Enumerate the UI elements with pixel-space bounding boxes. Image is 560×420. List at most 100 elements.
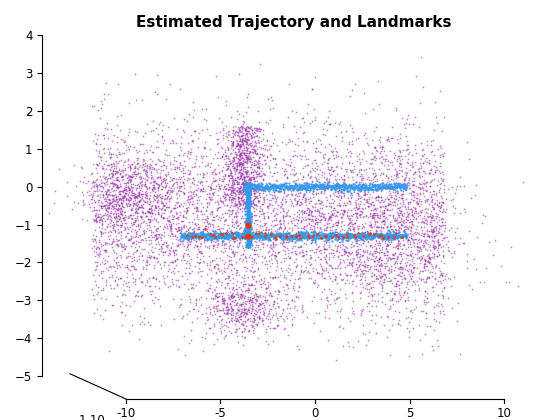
Point [316,198,325,205]
Point [235,162,244,168]
Point [337,236,346,242]
Point [206,230,215,237]
Point [387,185,396,192]
Point [201,207,210,214]
Point [122,263,131,270]
Point [318,234,327,241]
Point [363,141,372,148]
Point [230,186,239,193]
Point [291,182,300,189]
Point [378,210,387,217]
Point [209,235,218,242]
Point [243,317,252,323]
Point [240,271,249,278]
Point [379,207,388,213]
Point [249,174,258,181]
Point [144,216,153,223]
Point [157,246,166,252]
Point [234,294,242,301]
Point [195,243,204,249]
Point [216,185,225,192]
Point [235,318,244,325]
Point [322,233,331,240]
Point [319,230,328,237]
Point [407,248,416,255]
Point [235,188,244,195]
Point [168,176,177,183]
Point [108,167,117,174]
Point [362,195,371,202]
Point [276,224,285,231]
Point [244,201,253,207]
Point [287,187,296,194]
Point [130,218,139,225]
Point [423,227,432,234]
Point [371,182,380,189]
Point [232,268,241,275]
Point [112,157,121,164]
Point [222,241,231,248]
Point [106,264,115,270]
Point [242,224,251,231]
Point [116,275,125,282]
Point [145,209,154,216]
Point [172,261,181,268]
Point [306,231,315,238]
Point [402,290,411,297]
Point [226,234,235,241]
Point [202,271,211,278]
Point [258,152,267,159]
Point [175,230,184,236]
Point [245,207,254,213]
Point [309,231,318,237]
Point [210,150,219,157]
Point [169,166,178,173]
Point [244,176,253,183]
Point [243,178,252,185]
Point [245,219,254,226]
Point [333,233,342,239]
Point [195,231,204,238]
Point [231,229,240,236]
Point [352,178,361,185]
Point [278,214,287,221]
Point [184,192,193,199]
Point [194,296,203,302]
Point [245,149,254,155]
Point [232,266,241,273]
Point [241,199,250,206]
Point [284,249,293,256]
Point [94,202,103,209]
Point [128,197,137,204]
Point [94,213,103,219]
Point [375,214,384,221]
Point [158,179,167,186]
Point [352,215,361,222]
Point [322,176,331,183]
Point [344,234,353,240]
Point [244,144,253,151]
Point [348,125,357,131]
Point [212,303,221,310]
Point [158,249,167,255]
Point [398,221,407,228]
Point [242,194,251,201]
Point [436,270,445,277]
Point [304,216,313,223]
Point [395,234,404,241]
Point [135,172,144,179]
Point [227,114,236,121]
Point [404,142,413,148]
Point [245,204,254,211]
Point [190,233,199,240]
Point [381,244,390,251]
Point [263,323,272,330]
Point [382,262,391,269]
Point [248,225,256,232]
Point [437,202,446,209]
Point [292,255,301,262]
Point [371,173,380,179]
Point [284,285,293,291]
Point [220,189,229,195]
Point [383,236,392,243]
